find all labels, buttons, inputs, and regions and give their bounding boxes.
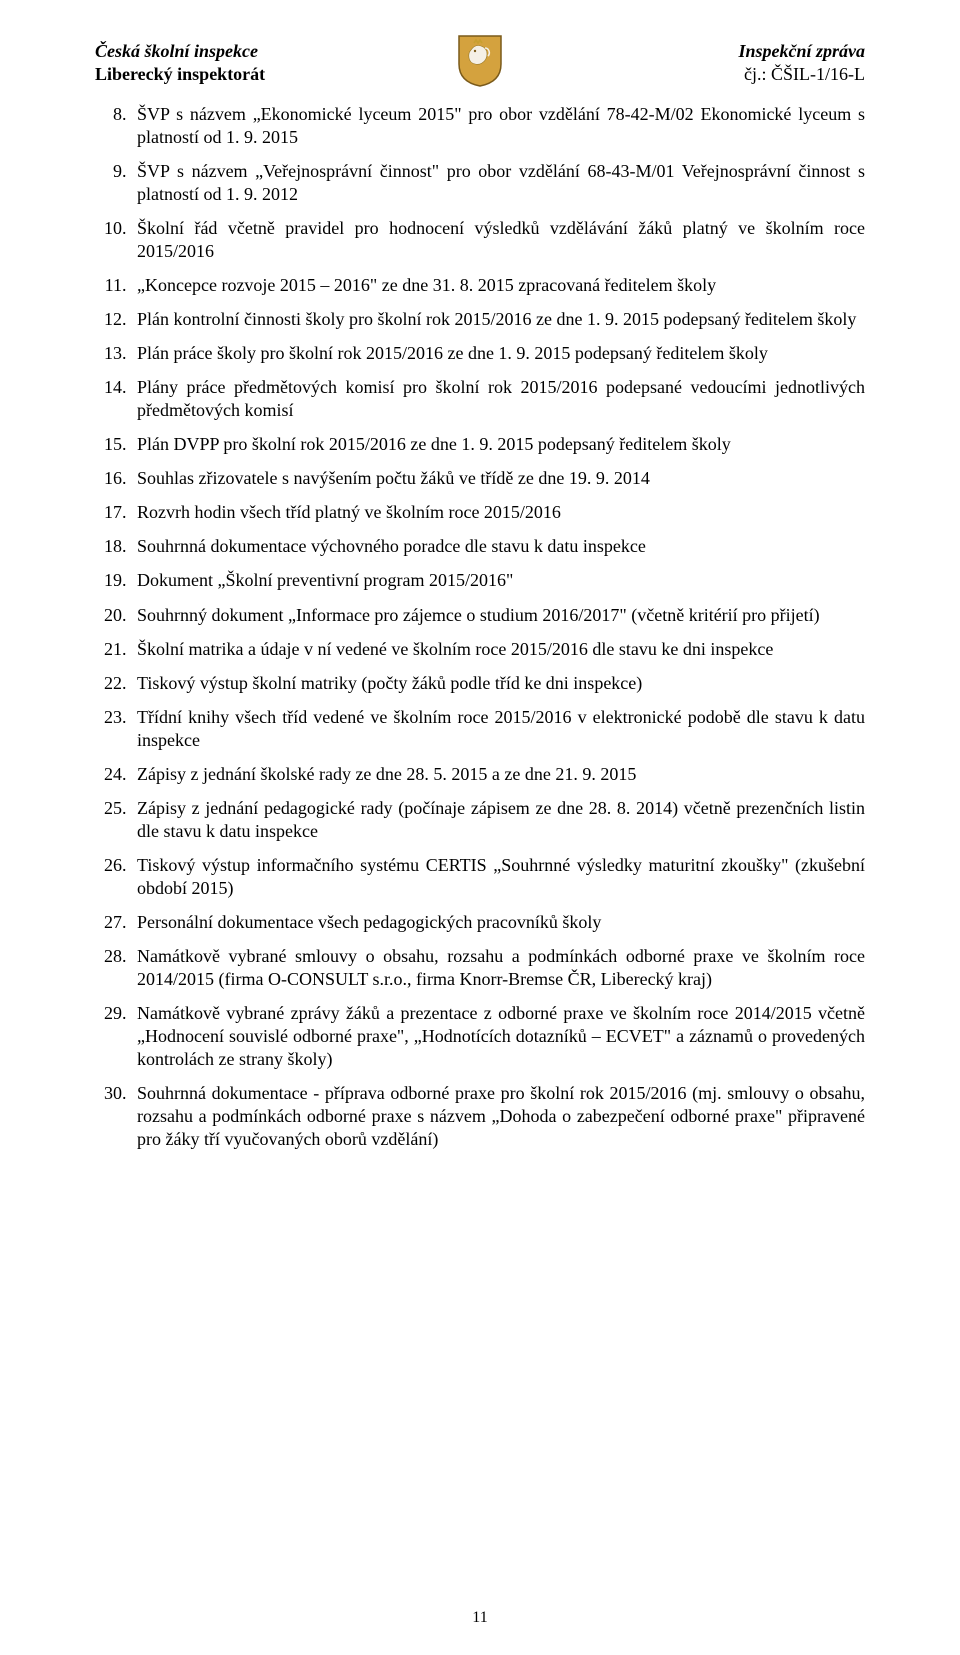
report-ref: čj.: ČŠIL-1/16-L [744, 63, 865, 86]
numbered-list: ŠVP s názvem „Ekonomické lyceum 2015" pr… [95, 103, 865, 1151]
page-header: Česká školní inspekce Liberecký inspekto… [95, 40, 865, 85]
list-item: Plán kontrolní činnosti školy pro školní… [131, 308, 865, 331]
list-item: Namátkově vybrané zprávy žáků a prezenta… [131, 1002, 865, 1071]
list-item: ŠVP s názvem „Veřejnosprávní činnost" pr… [131, 160, 865, 206]
header-left: Česká školní inspekce Liberecký inspekto… [95, 40, 265, 85]
list-item: Tiskový výstup informačního systému CERT… [131, 854, 865, 900]
org-subunit: Liberecký inspektorát [95, 63, 265, 86]
list-item: Zápisy z jednání pedagogické rady (počín… [131, 797, 865, 843]
header-right: Inspekční zpráva čj.: ČŠIL-1/16-L [738, 40, 865, 85]
list-item: Tiskový výstup školní matriky (počty žák… [131, 672, 865, 695]
list-item: Školní matrika a údaje v ní vedené ve šk… [131, 638, 865, 661]
report-title: Inspekční zpráva [738, 40, 865, 63]
list-item: Personální dokumentace všech pedagogický… [131, 911, 865, 934]
document-page: Česká školní inspekce Liberecký inspekto… [0, 0, 960, 1655]
list-item: Školní řád včetně pravidel pro hodnocení… [131, 217, 865, 263]
list-item: Zápisy z jednání školské rady ze dne 28.… [131, 763, 865, 786]
list-item: Souhrnný dokument „Informace pro zájemce… [131, 604, 865, 627]
list-item: Namátkově vybrané smlouvy o obsahu, rozs… [131, 945, 865, 991]
list-item: Plán DVPP pro školní rok 2015/2016 ze dn… [131, 433, 865, 456]
list-item: ŠVP s názvem „Ekonomické lyceum 2015" pr… [131, 103, 865, 149]
list-item: Plány práce předmětových komisí pro škol… [131, 376, 865, 422]
list-item: Souhlas zřizovatele s navýšením počtu žá… [131, 467, 865, 490]
list-item: Souhrnná dokumentace - příprava odborné … [131, 1082, 865, 1151]
page-number: 11 [0, 1609, 960, 1627]
list-item: Plán práce školy pro školní rok 2015/201… [131, 342, 865, 365]
list-item: „Koncepce rozvoje 2015 – 2016" ze dne 31… [131, 274, 865, 297]
list-item: Rozvrh hodin všech tříd platný ve školní… [131, 501, 865, 524]
list-item: Dokument „Školní preventivní program 201… [131, 569, 865, 592]
coat-of-arms-icon [457, 34, 503, 93]
list-item: Souhrnná dokumentace výchovného poradce … [131, 535, 865, 558]
list-item: Třídní knihy všech tříd vedené ve školní… [131, 706, 865, 752]
org-name: Česká školní inspekce [95, 40, 265, 63]
